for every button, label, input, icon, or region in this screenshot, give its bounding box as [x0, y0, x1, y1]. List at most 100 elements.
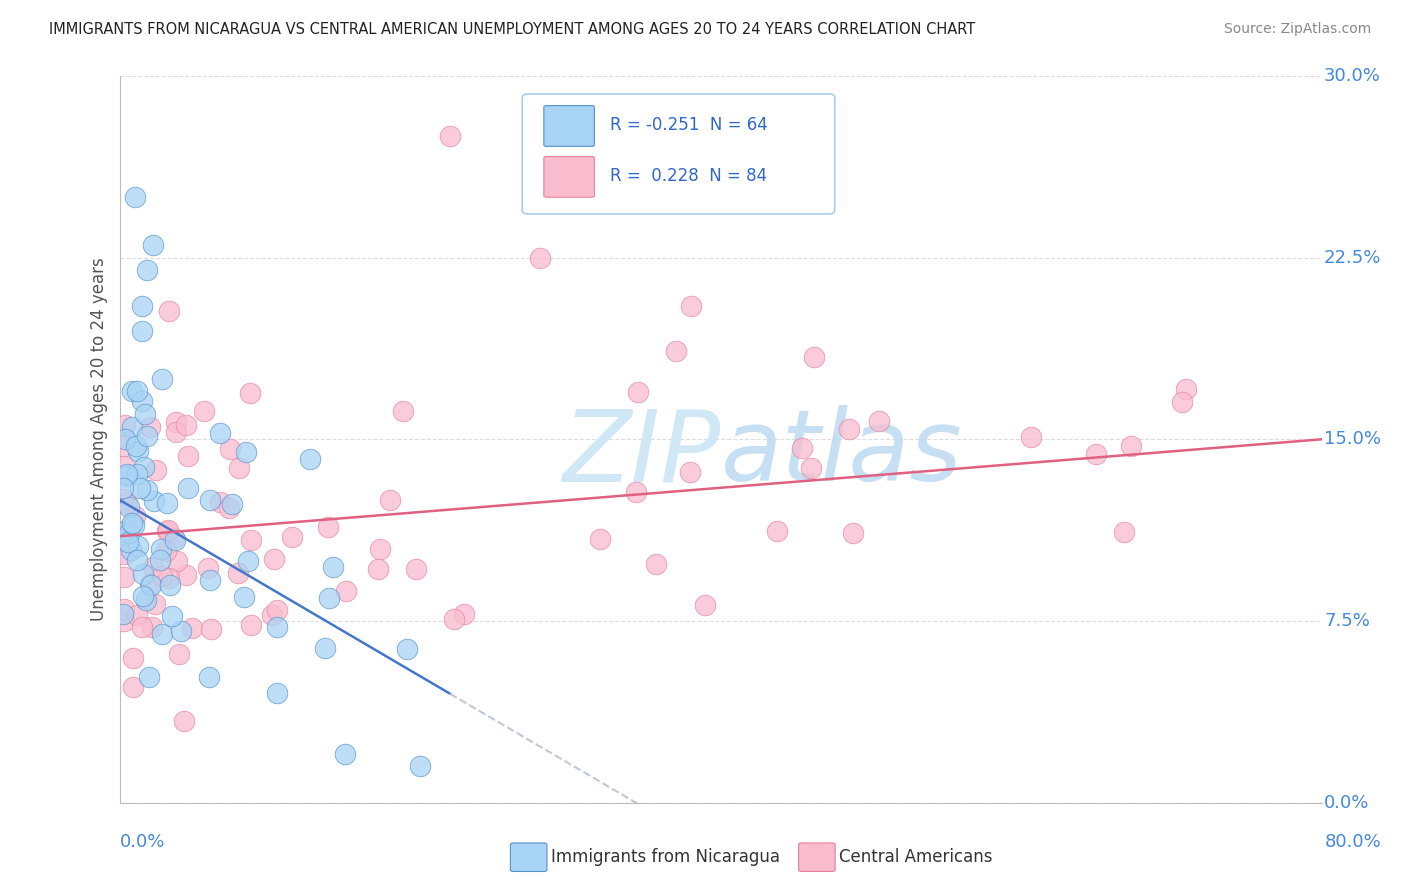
- Point: [626, 485, 648, 500]
- Point: [193, 403, 215, 417]
- Text: 0.0%: 0.0%: [1324, 794, 1369, 812]
- Point: [228, 461, 250, 475]
- Point: [169, 647, 191, 661]
- Point: [868, 414, 890, 428]
- Point: [1119, 439, 1142, 453]
- Text: atlas: atlas: [720, 405, 962, 502]
- Point: [1174, 382, 1197, 396]
- Point: [333, 747, 356, 762]
- Point: [157, 523, 180, 537]
- Point: [141, 577, 163, 591]
- Point: [111, 524, 134, 539]
- Point: [122, 518, 145, 533]
- Point: [368, 541, 391, 556]
- Text: R = -0.251  N = 64: R = -0.251 N = 64: [610, 116, 768, 135]
- Point: [177, 481, 200, 495]
- Point: [173, 714, 195, 729]
- Point: [131, 324, 153, 338]
- Point: [121, 516, 143, 530]
- Point: [165, 425, 187, 440]
- Text: R =  0.228  N = 84: R = 0.228 N = 84: [610, 167, 768, 186]
- Point: [159, 578, 181, 592]
- Point: [163, 533, 186, 547]
- Point: [529, 251, 551, 265]
- Point: [131, 394, 153, 409]
- Point: [335, 584, 357, 599]
- Point: [218, 500, 240, 515]
- Point: [121, 651, 143, 665]
- Point: [127, 539, 149, 553]
- Point: [318, 591, 340, 605]
- Point: [160, 608, 183, 623]
- Point: [219, 442, 242, 456]
- Point: [111, 607, 134, 621]
- Point: [127, 444, 149, 458]
- Point: [198, 573, 221, 587]
- Point: [120, 517, 142, 532]
- Point: [115, 467, 138, 482]
- Point: [138, 420, 160, 434]
- Text: Central Americans: Central Americans: [839, 848, 993, 866]
- Point: [157, 304, 180, 318]
- Point: [235, 445, 257, 459]
- Point: [125, 467, 148, 481]
- Point: [392, 404, 415, 418]
- Point: [174, 567, 197, 582]
- Point: [281, 530, 304, 544]
- Point: [316, 520, 339, 534]
- Point: [112, 491, 135, 506]
- Point: [266, 620, 288, 634]
- Point: [266, 686, 288, 700]
- Point: [121, 420, 143, 434]
- Text: 0.0%: 0.0%: [120, 833, 165, 851]
- Point: [134, 407, 156, 421]
- Point: [165, 415, 187, 429]
- Point: [197, 561, 219, 575]
- Text: IMMIGRANTS FROM NICARAGUA VS CENTRAL AMERICAN UNEMPLOYMENT AMONG AGES 20 TO 24 Y: IMMIGRANTS FROM NICARAGUA VS CENTRAL AME…: [49, 22, 976, 37]
- Text: 7.5%: 7.5%: [1324, 612, 1369, 630]
- Point: [135, 262, 157, 277]
- Point: [112, 458, 135, 473]
- Point: [209, 426, 232, 441]
- Point: [121, 680, 143, 694]
- Point: [141, 620, 163, 634]
- FancyBboxPatch shape: [544, 156, 595, 197]
- Point: [453, 607, 475, 621]
- Point: [143, 493, 166, 508]
- Point: [112, 570, 135, 584]
- Point: [114, 432, 136, 446]
- Point: [176, 417, 198, 432]
- Point: [679, 299, 702, 313]
- Point: [162, 531, 184, 545]
- Point: [128, 482, 150, 496]
- Point: [792, 441, 814, 455]
- Point: [143, 597, 166, 611]
- Point: [644, 558, 666, 572]
- Point: [695, 598, 717, 612]
- Point: [842, 525, 865, 540]
- Point: [112, 547, 135, 561]
- Y-axis label: Unemployment Among Ages 20 to 24 years: Unemployment Among Ages 20 to 24 years: [90, 258, 108, 621]
- Point: [136, 483, 159, 498]
- Point: [322, 560, 344, 574]
- Point: [439, 129, 461, 144]
- Point: [170, 624, 193, 638]
- Point: [155, 543, 177, 558]
- Point: [263, 552, 285, 566]
- Point: [180, 621, 202, 635]
- Point: [177, 449, 200, 463]
- FancyBboxPatch shape: [522, 94, 835, 214]
- Point: [139, 577, 162, 591]
- Point: [127, 607, 149, 622]
- Point: [111, 481, 134, 495]
- Point: [443, 612, 465, 626]
- Point: [665, 343, 688, 358]
- Point: [131, 590, 153, 604]
- Point: [115, 468, 138, 483]
- Point: [138, 670, 160, 684]
- Point: [200, 622, 222, 636]
- Point: [409, 759, 432, 773]
- FancyBboxPatch shape: [544, 105, 595, 146]
- Point: [239, 385, 262, 400]
- Point: [197, 670, 219, 684]
